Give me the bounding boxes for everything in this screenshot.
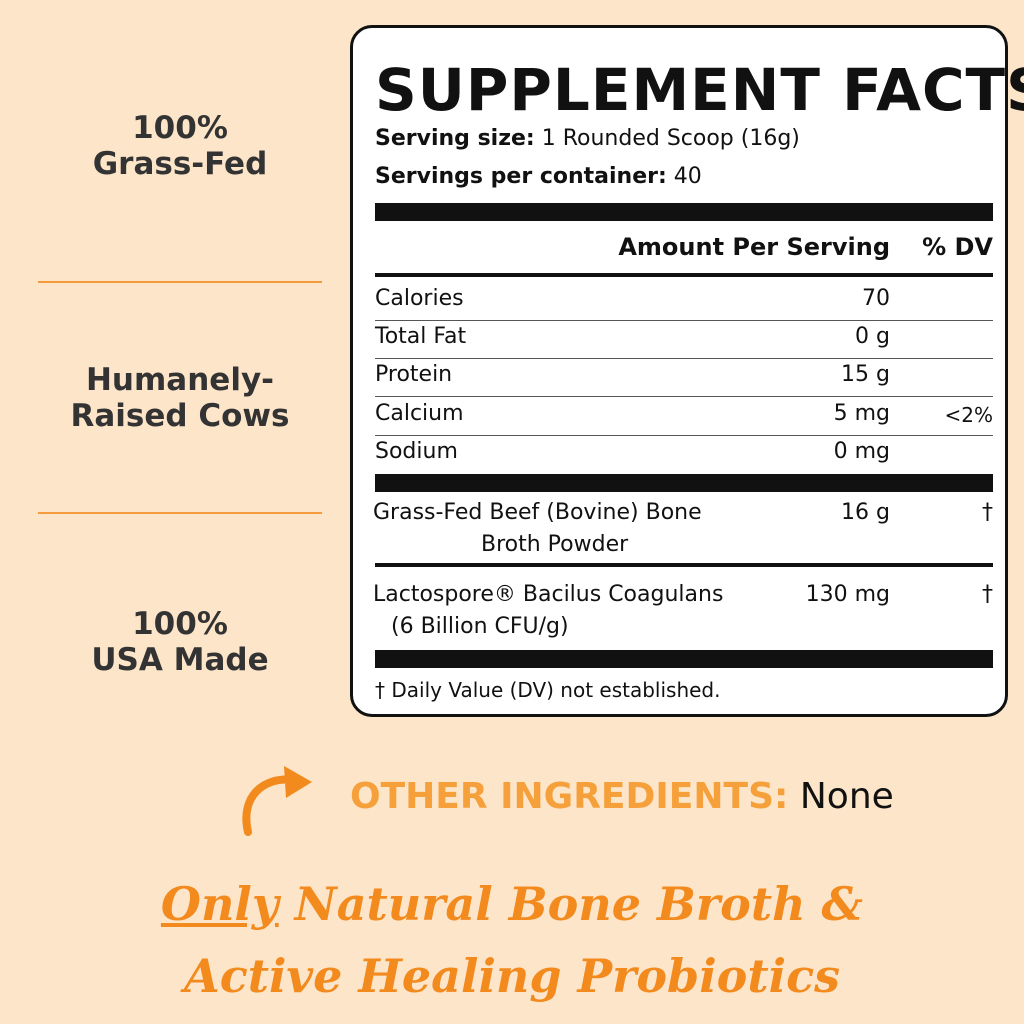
ingredient-amount: 16 g: [841, 500, 890, 525]
feature-line: 100%: [132, 606, 228, 642]
feature-line: 100%: [132, 110, 228, 146]
nutrient-name: Total Fat: [375, 324, 467, 350]
nutrient-amount: 0 g: [855, 324, 890, 350]
ingredient-dv: †: [982, 582, 993, 607]
tagline-line: Only Natural Bone Broth &: [0, 868, 1024, 940]
tagline-line: Active Healing Probiotics: [184, 949, 840, 1003]
rule: [375, 273, 993, 277]
row-line: [375, 358, 993, 360]
value: None: [799, 776, 894, 817]
rule: [375, 563, 993, 567]
nutrient-amount: 0 mg: [833, 438, 890, 464]
feature: 100% Grass-Fed: [20, 110, 340, 182]
row-line: [375, 434, 993, 436]
ingredient-name: Grass-Fed Beef (Bovine) Bone: [373, 500, 702, 525]
label: OTHER INGREDIENTS:: [350, 776, 789, 817]
label: Servings per container:: [375, 164, 667, 189]
tagline: Only Natural Bone Broth & Active Healing…: [0, 868, 1024, 1012]
title: SUPPLEMENT FACTS: [375, 56, 1024, 124]
nutrient-dv: <2%: [944, 402, 994, 427]
rule: [375, 650, 993, 668]
ingredient-amount: 130 mg: [805, 582, 890, 607]
serving-size: Serving size: 1 Rounded Scoop (16g): [375, 126, 800, 151]
feature-line: Humanely-: [85, 362, 275, 398]
underlined: Only: [160, 877, 279, 931]
value: 40: [673, 164, 702, 189]
feature: Humanely- Raised Cows: [20, 362, 340, 434]
row-line: [375, 396, 993, 398]
rule: [375, 203, 993, 221]
feature-line: USA Made: [91, 642, 269, 678]
ingredient-name: Lactospore® Bacilus Coagulans: [373, 582, 724, 607]
nutrient-amount: 5 mg: [833, 400, 890, 426]
nutrient-name: Sodium: [375, 438, 458, 464]
amount-header: Amount Per Serving: [618, 233, 890, 261]
feature-line: Raised Cows: [70, 398, 290, 434]
text: Natural Bone Broth &: [278, 877, 864, 931]
nutrient-amount: 15 g: [841, 362, 890, 388]
row-line: [375, 320, 993, 321]
label: Serving size:: [375, 126, 535, 151]
value: 1 Rounded Scoop (16g): [541, 126, 800, 151]
ingredient-name: Broth Powder: [481, 532, 629, 557]
dv-header: % DV: [922, 233, 993, 261]
footnote: † Daily Value (DV) not established.: [375, 678, 721, 702]
arrow-icon: [242, 766, 312, 836]
servings-per-container: Servings per container: 40: [375, 164, 702, 189]
nutrient-amount: 70: [862, 286, 890, 311]
feature: 100% USA Made: [20, 606, 340, 678]
other-ingredients: OTHER INGREDIENTS: None: [350, 776, 894, 817]
rule: [375, 474, 993, 492]
feature-line: Grass-Fed: [92, 146, 268, 182]
ingredient-dv: †: [982, 500, 993, 525]
nutrient-name: Protein: [375, 362, 453, 388]
divider: [38, 512, 322, 514]
nutrient-name: Calories: [375, 286, 464, 311]
divider: [38, 281, 322, 283]
nutrient-name: Calcium: [375, 400, 464, 426]
supplement-facts: SUPPLEMENT FACTS Serving size: 1 Rounded…: [350, 25, 1024, 717]
ingredient-name: (6 Billion CFU/g): [391, 614, 569, 639]
